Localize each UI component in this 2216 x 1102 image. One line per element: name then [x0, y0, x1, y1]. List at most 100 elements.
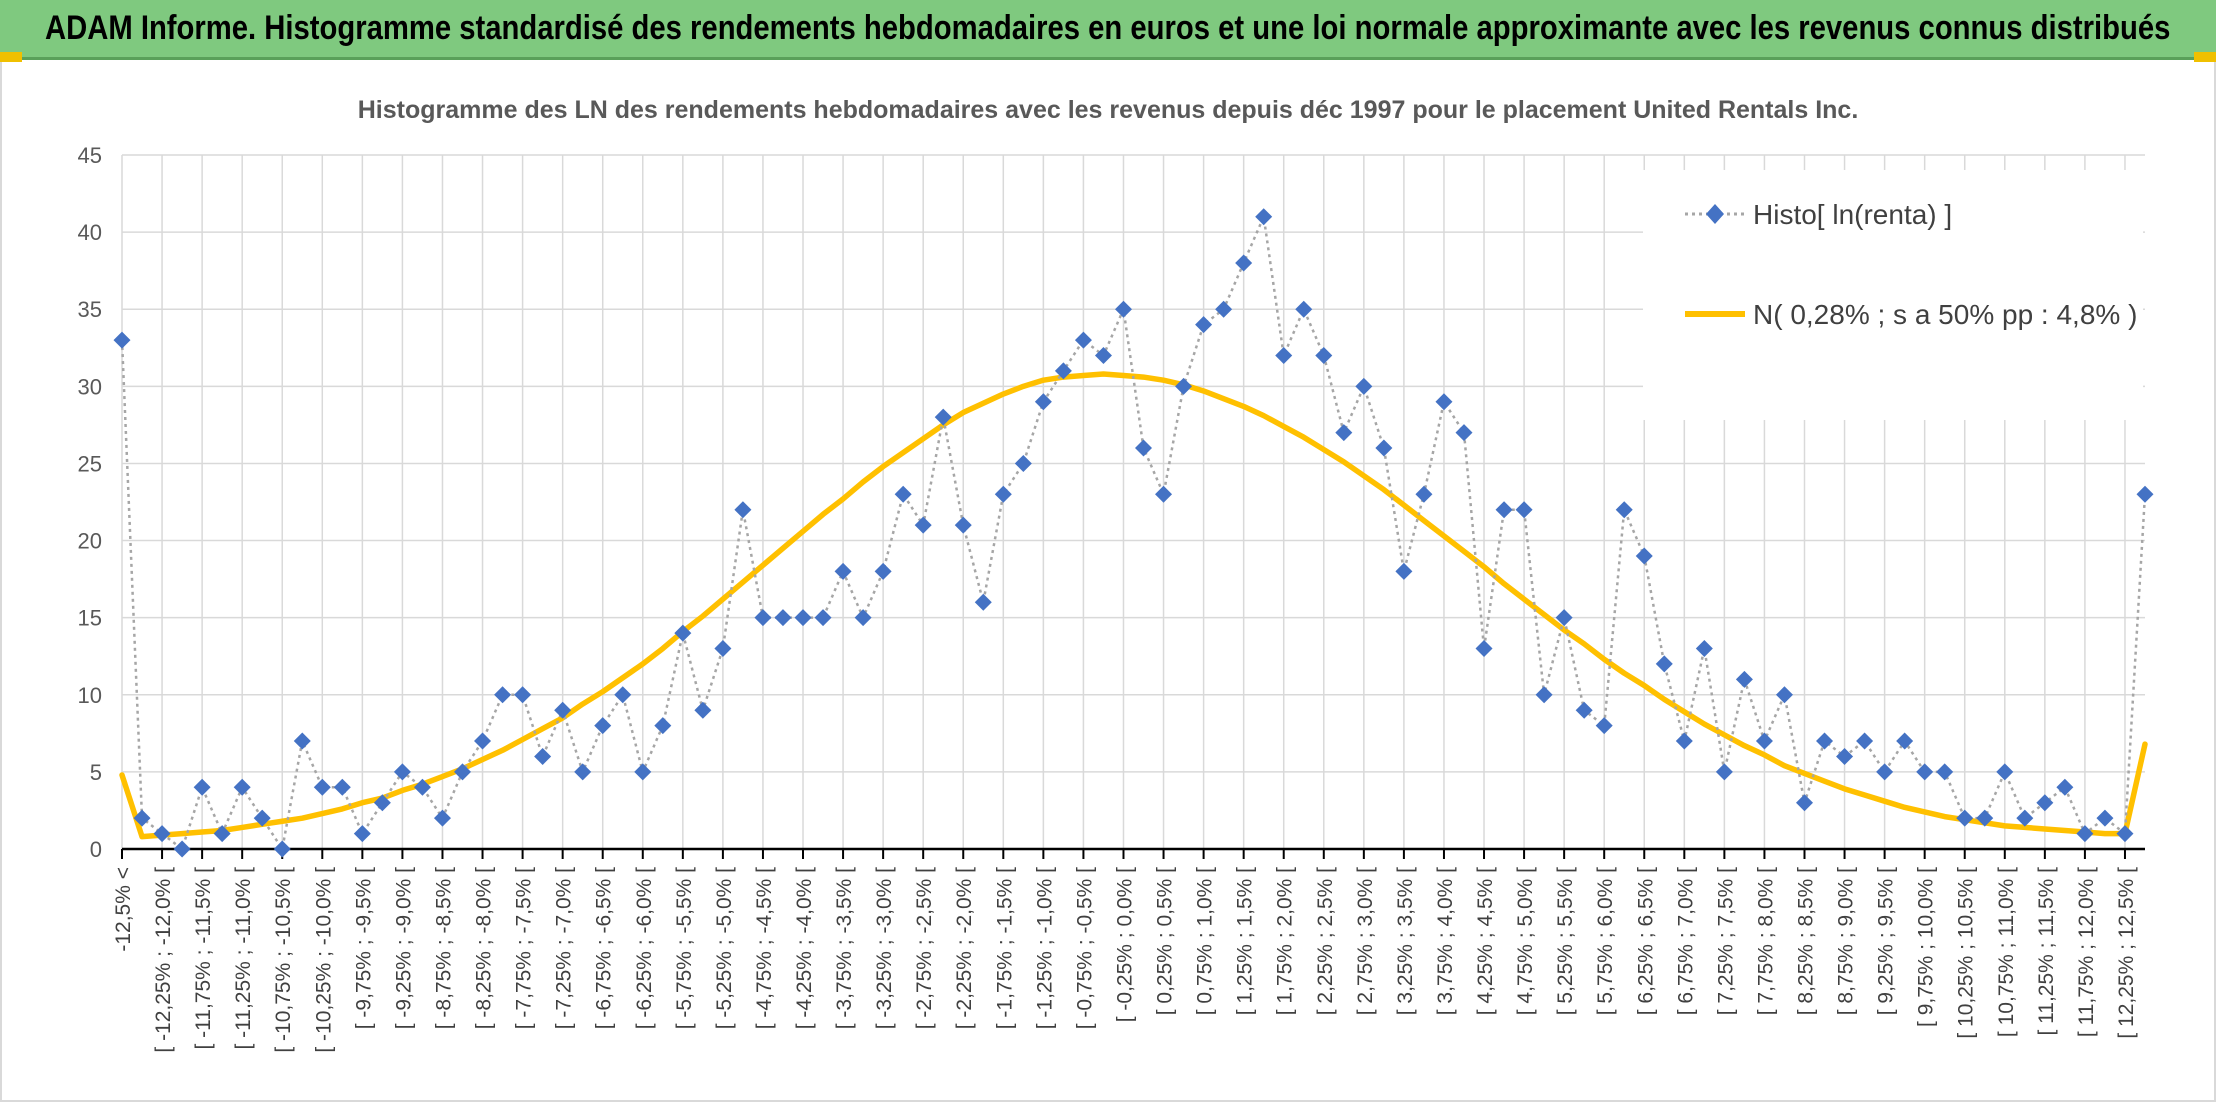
x-tick-label: [ 11,25% ; 11,5% [ — [2035, 867, 2058, 1036]
x-tick-label: [ -0,75% ; -0,5% [ — [1073, 867, 1096, 1029]
x-tick-label: [ 10,25% ; 10,5% [ — [1955, 867, 1978, 1039]
series-layer — [113, 208, 2154, 858]
histogram-point — [113, 331, 131, 349]
legend: Histo[ ln(renta) ] N( 0,28% ; s a 50% pp… — [1643, 170, 2143, 420]
histogram-point — [1996, 763, 2014, 781]
histogram-point — [594, 717, 612, 735]
x-tick-label: [ 1,75% ; 2,0% [ — [1274, 867, 1297, 1015]
histogram-point — [1976, 809, 1994, 827]
histogram-point — [914, 516, 932, 534]
x-tick-label: [ -5,25% ; -5,0% [ — [713, 867, 736, 1029]
histogram-point — [1876, 763, 1894, 781]
histogram-point — [934, 408, 952, 426]
histogram-point — [794, 609, 812, 627]
y-tick-label: 0 — [90, 837, 102, 862]
histogram-point — [1515, 501, 1533, 519]
x-tick-label: [ -2,25% ; -2,0% [ — [953, 867, 976, 1029]
x-tick-label: [ 12,25% ; 12,5% [ — [2115, 867, 2138, 1039]
histogram-point — [1315, 346, 1333, 364]
chart-title: Histogramme des LN des rendements hebdom… — [358, 96, 1859, 124]
histogram-point — [1635, 547, 1653, 565]
x-tick-label: [ -0,25% ; 0,0% [ — [1113, 867, 1136, 1022]
x-tick-label: [ 5,25% ; 5,5% [ — [1554, 867, 1577, 1015]
banner-corner-accent-left — [0, 52, 22, 62]
histogram-chart: Histogramme des LN des rendements hebdom… — [78, 96, 2154, 1053]
histogram-point — [1936, 763, 1954, 781]
y-tick-label: 10 — [78, 683, 102, 708]
histogram-point — [1836, 747, 1854, 765]
histogram-point — [1014, 454, 1032, 472]
histogram-point — [233, 778, 251, 796]
histogram-point — [994, 485, 1012, 503]
histogram-point — [2136, 485, 2154, 503]
histogram-point — [1735, 670, 1753, 688]
histogram-point — [1495, 501, 1513, 519]
histogram-point — [654, 717, 672, 735]
histogram-point — [894, 485, 912, 503]
x-tick-label: [ 9,75% ; 10,0% [ — [1915, 867, 1938, 1027]
histogram-point — [494, 686, 512, 704]
histogram-point — [694, 701, 712, 719]
histogram-point — [534, 747, 552, 765]
histogram-point — [413, 778, 431, 796]
histogram-point — [1816, 732, 1834, 750]
x-tick-label: [ -5,75% ; -5,5% [ — [673, 867, 696, 1029]
y-tick-label: 25 — [78, 451, 102, 476]
histogram-point — [213, 825, 231, 843]
x-tick-label: [ 3,75% ; 4,0% [ — [1434, 867, 1457, 1015]
banner-title: ADAM Informe. Histogramme standardisé de… — [45, 9, 2171, 47]
x-tick-label: [ -8,25% ; -8,0% [ — [473, 867, 496, 1029]
histogram-point — [514, 686, 532, 704]
histogram-point — [293, 732, 311, 750]
histogram-point — [1155, 485, 1173, 503]
x-tick-label: [ -8,75% ; -8,5% [ — [432, 867, 455, 1029]
x-tick-label: [ 0,75% ; 1,0% [ — [1194, 867, 1217, 1015]
histogram-point — [1195, 316, 1213, 334]
x-tick-label: [ 6,25% ; 6,5% [ — [1634, 867, 1657, 1015]
histogram-point — [614, 686, 632, 704]
legend-normal-label: N( 0,28% ; s a 50% pp : 4,8% ) — [1753, 299, 2137, 330]
histogram-point — [1795, 794, 1813, 812]
x-tick-label: [ -1,75% ; -1,5% [ — [993, 867, 1016, 1029]
histogram-point — [1775, 686, 1793, 704]
histogram-point — [1916, 763, 1934, 781]
histogram-point — [1114, 300, 1132, 318]
y-tick-label: 30 — [78, 374, 102, 399]
x-tick-label: [ -11,25% ; -11,0% [ — [232, 867, 255, 1050]
normal-curve-line — [119, 371, 2148, 840]
banner: ADAM Informe. Histogramme standardisé de… — [0, 0, 2216, 60]
histogram-point — [814, 609, 832, 627]
histogram-point — [754, 609, 772, 627]
histogram-point — [153, 825, 171, 843]
histogram-point — [1215, 300, 1233, 318]
histogram-point — [954, 516, 972, 534]
x-tick-label: [ 0,25% ; 0,5% [ — [1154, 867, 1177, 1015]
histogram-point — [1355, 377, 1373, 395]
histogram-point — [2076, 825, 2094, 843]
histogram-point — [2056, 778, 2074, 796]
x-tick-label: [ -4,25% ; -4,0% [ — [793, 867, 816, 1029]
axes — [121, 847, 2145, 859]
histogram-point — [1595, 717, 1613, 735]
y-tick-label: 40 — [78, 220, 102, 245]
histogram-point — [1295, 300, 1313, 318]
histogram-point — [1255, 208, 1273, 226]
x-tick-label: [ -10,75% ; -10,5% [ — [272, 867, 295, 1053]
histogram-point — [1555, 609, 1573, 627]
histogram-point — [173, 840, 191, 858]
x-tick-label: [ -9,75% ; -9,5% [ — [352, 867, 375, 1029]
x-tick-label: [ -1,25% ; -1,0% [ — [1033, 867, 1056, 1029]
x-tick-label: [ 7,75% ; 8,0% [ — [1754, 867, 1777, 1015]
histogram-point — [854, 609, 872, 627]
histogram-point — [1575, 701, 1593, 719]
y-tick-label: 45 — [78, 143, 102, 168]
x-tick-label: [ -7,25% ; -7,0% [ — [553, 867, 576, 1029]
histogram-point — [1175, 377, 1193, 395]
x-tick-label: -12,5% < — [112, 867, 135, 952]
histogram-point — [2036, 794, 2054, 812]
histogram-point — [1715, 763, 1733, 781]
histogram-point — [1335, 424, 1353, 442]
histogram-point — [1695, 640, 1713, 658]
y-axis-labels: 0 5 10 15 20 25 30 35 40 45 — [78, 143, 102, 862]
x-tick-label: [ -7,75% ; -7,5% [ — [513, 867, 536, 1029]
